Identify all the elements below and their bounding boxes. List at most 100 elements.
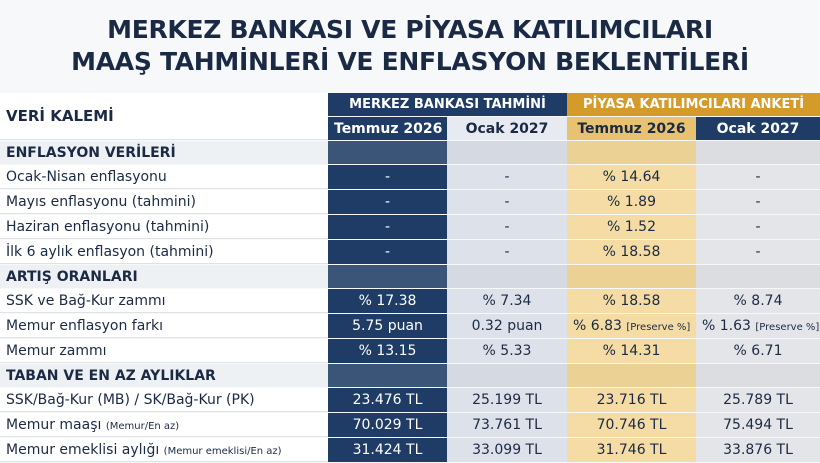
section-row: ARTIŞ ORANLARI xyxy=(0,265,820,288)
cell: 23.716 TL xyxy=(567,388,697,412)
column-row: Temmuz 2026 Ocak 2027 Temmuz 2026 Ocak 2… xyxy=(0,117,820,140)
cell: 31.424 TL xyxy=(328,438,447,462)
cell: % 7.34 xyxy=(447,289,568,313)
cell-note: [Preserve %] xyxy=(755,322,820,333)
row-label: Haziran enflasyonu (tahmini) xyxy=(0,215,328,239)
data-row: Ocak-Nisan enflasyonu - -% 14.64- xyxy=(0,165,820,189)
row-label: SSK/Bağ-Kur (MB) / SK/Bağ-Kur (PK) xyxy=(0,388,328,412)
cell: 31.746 TL xyxy=(567,438,697,462)
group-header: PİYASA KATILIMCILARI ANKETİ xyxy=(567,93,820,116)
label-text: Memur enflasyon farkı xyxy=(6,317,164,334)
table-head: VERİ KALEMİ MERKEZ BANKASI TAHMİNİ PİYAS… xyxy=(0,93,820,140)
row-label: SSK ve Bağ-Kur zammı xyxy=(0,289,328,313)
row-label: İlk 6 aylık enflasyon (tahmini) xyxy=(0,240,328,264)
data-row: İlk 6 aylık enflasyon (tahmini) - -% 18.58… xyxy=(0,240,820,264)
label-text: Memur maaşı xyxy=(6,416,102,433)
section-cell xyxy=(696,364,820,387)
section-cell xyxy=(328,141,447,164)
data-row: Memur zammı % 13.15% 5.33% 14.31% 6.71 xyxy=(0,339,820,363)
title-line: MERKEZ BANKASI VE PİYASA KATILIMCILARI xyxy=(107,15,713,44)
section-cell xyxy=(447,364,568,387)
label-text: Ocak-Nisan enflasyonu xyxy=(6,168,167,185)
title-line: MAAŞ TAHMİNLERİ VE ENFLASYON BEKLENTİLER… xyxy=(71,47,749,76)
cell: % 8.74 xyxy=(696,289,820,313)
section-cell xyxy=(567,364,697,387)
label-note: (Memur emeklisi/En az) xyxy=(163,445,282,457)
column-header: Temmuz 2026 xyxy=(567,117,697,140)
cell: 0.32 puan xyxy=(447,314,568,338)
row-label: Memur maaşı (Memur/En az) xyxy=(0,413,328,437)
section-row: TABAN VE EN AZ AYLIKLAR xyxy=(0,364,820,387)
data-row: SSK ve Bağ-Kur zammı % 17.38% 7.34% 18.58… xyxy=(0,289,820,313)
cell: 70.029 TL xyxy=(328,413,447,437)
cell: 25.789 TL xyxy=(696,388,820,412)
cell: - xyxy=(447,215,568,239)
group-row: VERİ KALEMİ MERKEZ BANKASI TAHMİNİ PİYAS… xyxy=(0,93,820,140)
cell: - xyxy=(696,190,820,214)
cell: 70.746 TL xyxy=(567,413,697,437)
cell: % 1.52 xyxy=(567,215,697,239)
section-cell xyxy=(567,141,697,164)
label-text: Memur emeklisi aylığı xyxy=(6,441,160,458)
cell: % 5.33 xyxy=(447,339,568,363)
data-row: SSK/Bağ-Kur (MB) / SK/Bağ-Kur (PK) 23.476… xyxy=(0,388,820,412)
cell: % 14.31 xyxy=(567,339,697,363)
row-label: Memur enflasyon farkı xyxy=(0,314,328,338)
cell-note: [Preserve %] xyxy=(626,322,691,333)
cell: % 17.38 xyxy=(328,289,447,313)
cell: 33.099 TL xyxy=(447,438,568,462)
cell: % 6.71 xyxy=(696,339,820,363)
cell-text: % 1.63 xyxy=(702,318,751,334)
cell: - xyxy=(328,215,447,239)
column-header: Temmuz 2026 xyxy=(328,117,447,140)
cell: - xyxy=(447,165,568,189)
cell: % 18.58 xyxy=(567,240,697,264)
group-header: MERKEZ BANKASI TAHMİNİ xyxy=(328,93,568,116)
table: VERİ KALEMİ MERKEZ BANKASI TAHMİNİ PİYAS… xyxy=(0,92,820,463)
cell: - xyxy=(328,240,447,264)
section-title: ARTIŞ ORANLARI xyxy=(0,265,328,288)
row-label: Mayıs enflasyonu (tahmini) xyxy=(0,190,328,214)
row-label: Ocak-Nisan enflasyonu xyxy=(0,165,328,189)
cell: 25.199 TL xyxy=(447,388,568,412)
label-text: SSK ve Bağ-Kur zammı xyxy=(6,292,166,309)
section-row: ENFLASYON VERİLERİ xyxy=(0,141,820,164)
cell: % 1.63 [Preserve %] xyxy=(696,314,820,338)
data-row: Memur enflasyon farkı 5.75 puan 0.32 puan%… xyxy=(0,314,820,338)
column-header: Ocak 2027 xyxy=(447,117,568,140)
cell: - xyxy=(447,240,568,264)
row-label: Memur zammı xyxy=(0,339,328,363)
cell: 73.761 TL xyxy=(447,413,568,437)
cell: - xyxy=(696,165,820,189)
cell: % 13.15 xyxy=(328,339,447,363)
cell: - xyxy=(696,215,820,239)
label-note: (Memur/En az) xyxy=(105,420,180,432)
data-row: Memur maaşı (Memur/En az) 70.029 TL 73.761… xyxy=(0,413,820,437)
cell-text: % 6.83 xyxy=(573,318,622,334)
row-header: VERİ KALEMİ xyxy=(0,93,328,140)
label-text: İlk 6 aylık enflasyon (tahmini) xyxy=(6,243,214,260)
section-cell xyxy=(567,265,697,288)
cell: 23.476 TL xyxy=(328,388,447,412)
label-text: Memur zammı xyxy=(6,342,107,359)
section-title: ENFLASYON VERİLERİ xyxy=(0,141,328,164)
section-cell xyxy=(328,364,447,387)
cell: - xyxy=(328,165,447,189)
label-text: Mayıs enflasyonu (tahmini) xyxy=(6,193,196,210)
cell: 75.494 TL xyxy=(696,413,820,437)
cell: - xyxy=(328,190,447,214)
section-cell xyxy=(328,265,447,288)
data-row: Memur emeklisi aylığı (Memur emeklisi/En… xyxy=(0,438,820,462)
cell: % 14.64 xyxy=(567,165,697,189)
label-text: SSK/Bağ-Kur (MB) / SK/Bağ-Kur (PK) xyxy=(6,391,255,408)
cell: 33.876 TL xyxy=(696,438,820,462)
section-cell xyxy=(696,265,820,288)
section-cell xyxy=(696,141,820,164)
section-cell xyxy=(447,141,568,164)
title: MERKEZ BANKASI VE PİYASA KATILIMCILARI M… xyxy=(0,0,820,92)
cell: % 6.83 [Preserve %] xyxy=(567,314,697,338)
data-row: Mayıs enflasyonu (tahmini) - -% 1.89- xyxy=(0,190,820,214)
cell: - xyxy=(447,190,568,214)
cell: - xyxy=(696,240,820,264)
